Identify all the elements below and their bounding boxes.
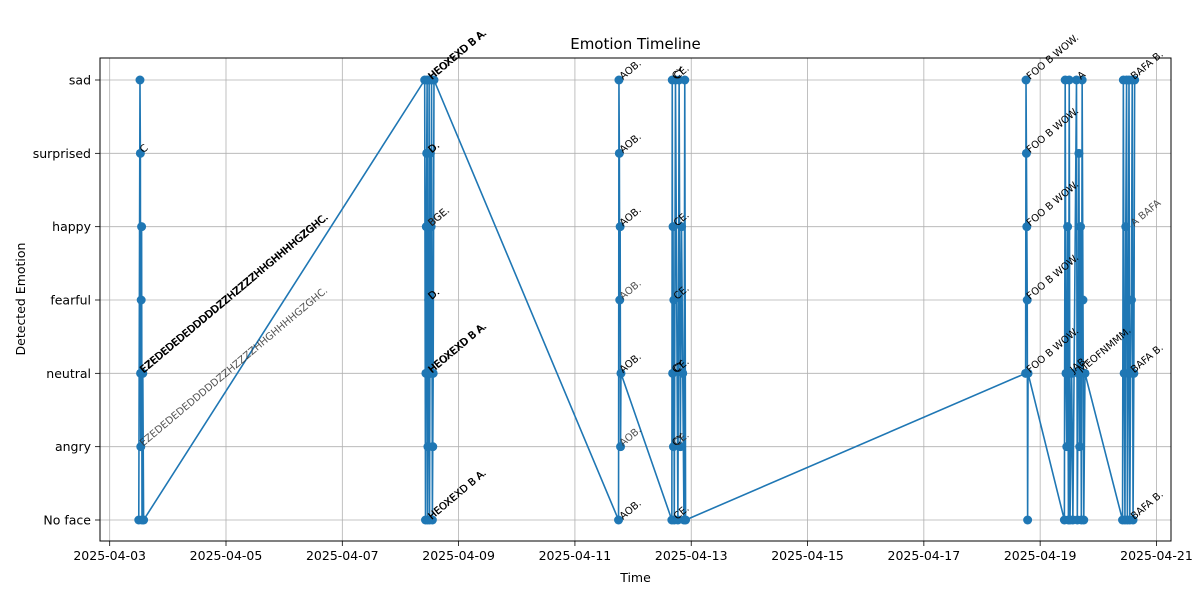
x-tick-label: 2025-04-19 [1004,548,1077,563]
point-annotation: D. [427,287,442,302]
x-tick-label: 2025-04-17 [888,548,961,563]
point-annotation: D. [427,140,442,155]
data-point [681,515,691,525]
data-point [1067,368,1077,378]
data-point [1073,368,1083,378]
x-tick-label: 2025-04-07 [306,548,379,563]
y-tick-label: No face [43,513,91,528]
data-point [680,75,690,85]
data-point [429,75,439,85]
data-point [1022,295,1032,305]
x-tick-label: 2025-04-05 [190,548,263,563]
data-point [615,222,625,232]
data-point [677,222,687,232]
data-point [425,148,435,158]
data-point [136,295,146,305]
x-tick-label: 2025-04-09 [422,548,495,563]
data-point [1130,75,1140,85]
data-point [1021,75,1031,85]
point-annotation: D. [426,140,441,155]
y-tick-label: surprised [33,146,91,161]
data-point [1075,442,1085,452]
y-tick-label: neutral [46,366,91,381]
data-point [1063,222,1073,232]
data-point [424,295,434,305]
data-point [135,148,145,158]
data-point [668,368,678,378]
x-tick-label: 2025-04-13 [655,548,728,563]
chart-title: Emotion Timeline [570,35,701,53]
y-tick-label: angry [55,439,92,454]
data-point [1126,295,1136,305]
y-axis-label: Detected Emotion [13,243,28,356]
data-point [1021,148,1031,158]
data-point [428,368,438,378]
data-point [1128,515,1138,525]
data-point [1080,368,1090,378]
data-point [615,295,625,305]
data-point [1023,515,1033,525]
data-point [678,368,688,378]
data-point [137,222,147,232]
data-point [138,368,148,378]
data-point [669,295,679,305]
x-tick-label: 2025-04-15 [771,548,844,563]
axis-ticks: 2025-04-03 2025-04-05 2025-04-07 2025-04-09… [33,73,1193,564]
data-point [1077,75,1087,85]
data-point [614,515,624,525]
x-tick-label: 2025-04-03 [73,548,146,563]
series-markers [134,75,1140,525]
grid-lines [100,58,1171,541]
plot-frame [99,57,1172,542]
data-point [426,222,436,232]
x-tick-label: 2025-04-21 [1120,548,1193,563]
data-point [1022,222,1032,232]
data-point [668,222,678,232]
data-point [1076,222,1086,232]
data-point [668,442,678,452]
data-point [1023,368,1033,378]
data-point [614,75,624,85]
data-point [1062,442,1072,452]
y-tick-label: sad [69,73,91,88]
data-point [614,148,624,158]
data-point [616,442,626,452]
point-annotation: D. [426,287,441,302]
data-point [616,368,626,378]
data-point [136,442,146,452]
data-point [1074,148,1084,158]
data-point [1129,368,1139,378]
x-tick-label: 2025-04-11 [539,548,612,563]
data-point [139,515,149,525]
data-point [135,75,145,85]
data-point [1078,295,1088,305]
data-point [1121,222,1131,232]
data-point [428,442,438,452]
data-point [1064,75,1074,85]
data-point [1079,515,1089,525]
data-point [675,442,685,452]
y-tick-label: happy [52,219,91,234]
y-tick-label: fearful [50,293,91,308]
x-axis-label: Time [619,570,651,585]
data-point [427,515,437,525]
